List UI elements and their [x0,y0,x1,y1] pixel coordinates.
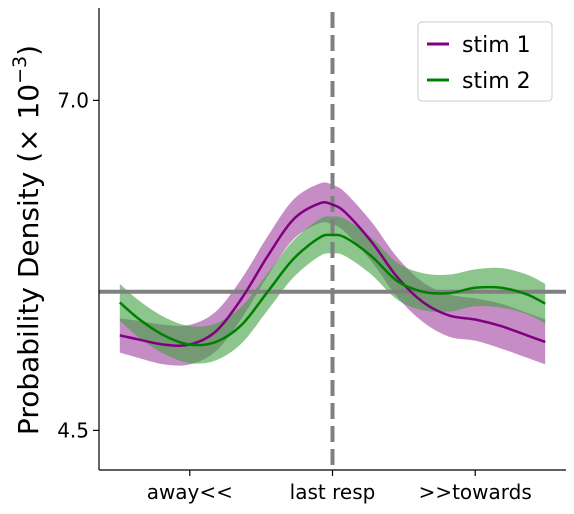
y-tick-label: 7.0 [57,88,89,112]
x-tick-label: >>towards [419,480,532,504]
y-axis-label: Probability Density (× 10−3) [9,45,45,435]
legend-label-2: stim 2 [462,69,531,94]
y-tick-label: 4.5 [57,418,89,442]
y-axis-label-suffix: ) [12,45,45,56]
x-tick-label: away<< [147,480,233,504]
legend: stim 1 stim 2 [418,22,552,101]
x-tick-label: last resp [290,480,376,504]
legend-label-1: stim 1 [462,33,531,58]
y-axis-label-exponent: −3 [9,56,31,84]
